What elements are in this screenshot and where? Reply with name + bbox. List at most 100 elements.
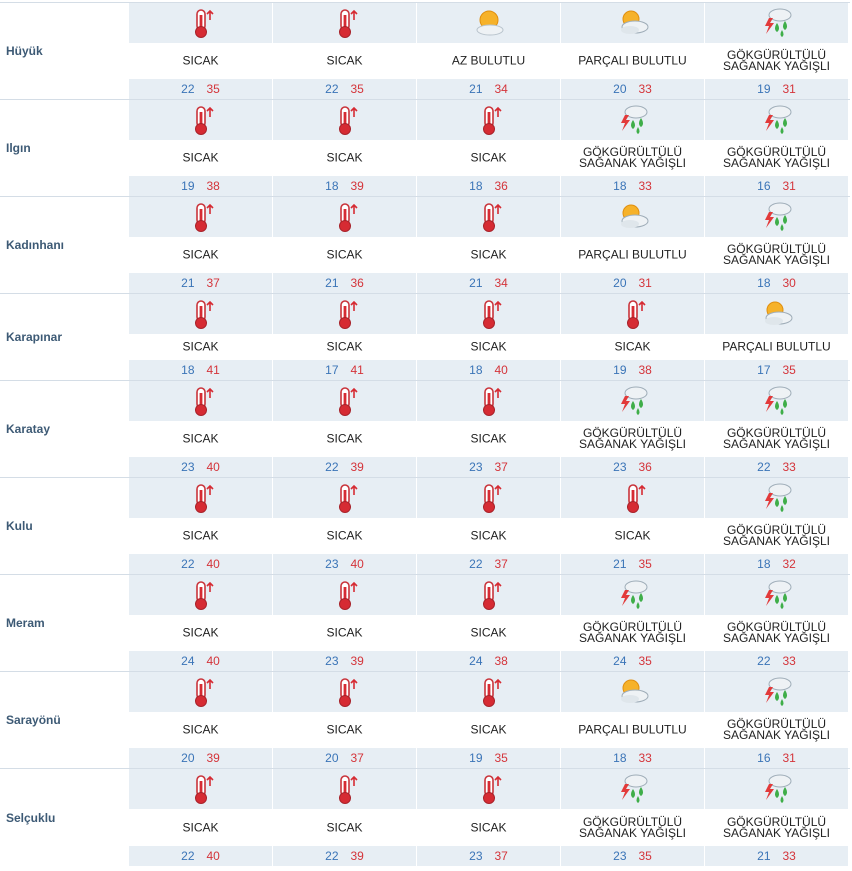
- temperature-band: 24 35: [561, 651, 704, 671]
- min-temperature: 17: [757, 363, 771, 377]
- icon-band: [417, 100, 560, 140]
- min-temperature: 20: [181, 751, 195, 765]
- thermometer-hot-icon: [472, 297, 506, 331]
- condition-label: SICAK: [470, 820, 507, 834]
- city-name-cell: Kadınhanı: [0, 197, 127, 293]
- city-name[interactable]: Sarayönü: [6, 713, 61, 727]
- min-temperature: 22: [325, 460, 339, 474]
- max-temperature: 35: [782, 363, 796, 377]
- forecast-day-cell: SICAK 23 40: [128, 381, 272, 477]
- icon-band: [129, 294, 272, 334]
- min-temperature: 23: [325, 557, 339, 571]
- icon-band: [561, 294, 704, 334]
- max-temperature: 33: [638, 751, 652, 765]
- condition-label: AZ BULUTLU: [451, 53, 526, 68]
- city-name[interactable]: Selçuklu: [6, 810, 56, 825]
- condition-band: PARÇALI BULUTLU: [561, 237, 704, 273]
- forecast-day-cell: SICAK 23 37: [416, 381, 560, 477]
- city-name[interactable]: Ilgın: [6, 141, 31, 155]
- max-temperature: 37: [494, 557, 508, 571]
- condition-label: SICAK: [182, 53, 219, 68]
- icon-band: [705, 3, 848, 43]
- condition-label: GÖKGÜRÜLTÜLÜ SAĞANAK YAĞIŞLI: [579, 145, 686, 170]
- thermometer-hot-icon: [184, 384, 218, 418]
- city-name[interactable]: Meram: [6, 616, 45, 630]
- condition-label: GÖKGÜRÜLTÜLÜ SAĞANAK YAĞIŞLI: [579, 620, 686, 645]
- condition-band: GÖKGÜRÜLTÜLÜ SAĞANAK YAĞIŞLI: [561, 140, 704, 176]
- temperature-band: 17 41: [273, 360, 416, 380]
- max-temperature: 35: [638, 557, 652, 571]
- forecast-day-cell: SICAK 20 37: [272, 672, 416, 768]
- icon-band: [129, 197, 272, 237]
- sun-cloud-icon: [472, 6, 506, 40]
- thermometer-hot-icon: [184, 200, 218, 234]
- max-temperature: 36: [350, 276, 364, 290]
- max-temperature: 40: [206, 460, 220, 474]
- partly-cloudy-icon: [616, 6, 650, 40]
- city-name[interactable]: Karatay: [6, 422, 51, 436]
- condition-label: SICAK: [470, 247, 507, 262]
- condition-band: SICAK: [129, 615, 272, 651]
- forecast-day-cell: SICAK 24 38: [416, 575, 560, 671]
- forecast-day-cell: GÖKGÜRÜLTÜLÜ SAĞANAK YAĞIŞLI 22 33: [704, 575, 848, 671]
- condition-band: SICAK: [129, 518, 272, 554]
- condition-label: SICAK: [326, 528, 363, 543]
- forecast-day-cell: SICAK 19 38: [560, 294, 704, 380]
- condition-label: PARÇALI BULUTLU: [578, 53, 687, 68]
- forecast-day-cell: GÖKGÜRÜLTÜLÜ SAĞANAK YAĞIŞLI 18 30: [704, 197, 848, 293]
- temperature-band: 17 35: [705, 360, 848, 380]
- forecast-day-cell: AZ BULUTLU 21 34: [416, 3, 560, 99]
- condition-band: GÖKGÜRÜLTÜLÜ SAĞANAK YAĞIŞLI: [561, 809, 704, 846]
- forecast-day-cell: SICAK 22 35: [128, 3, 272, 99]
- condition-label: SICAK: [182, 339, 219, 354]
- icon-band: [129, 769, 272, 809]
- forecast-day-cell: SICAK 22 40: [128, 769, 272, 866]
- city-name-cell: Karapınar: [0, 294, 127, 380]
- min-temperature: 21: [325, 276, 339, 290]
- temperature-band: 19 31: [705, 79, 848, 99]
- icon-band: [129, 575, 272, 615]
- forecast-day-cell: SICAK 18 40: [416, 294, 560, 380]
- city-name[interactable]: Hüyük: [6, 44, 43, 58]
- forecast-day-cell: GÖKGÜRÜLTÜLÜ SAĞANAK YAĞIŞLI 16 31: [704, 672, 848, 768]
- thermometer-hot-icon: [328, 6, 362, 40]
- condition-band: SICAK: [417, 615, 560, 651]
- icon-band: [273, 575, 416, 615]
- condition-band: SICAK: [417, 334, 560, 360]
- forecast-day-cell: SICAK 18 39: [272, 100, 416, 196]
- city-row: Kulu SICAK 22 40 SICAK 23 40 SICAK 22 37 SICAK 21 35…: [0, 477, 850, 574]
- icon-band: [561, 478, 704, 518]
- min-temperature: 22: [757, 460, 771, 474]
- temperature-band: 22 33: [705, 457, 848, 477]
- forecast-day-cell: SICAK 23 39: [272, 575, 416, 671]
- max-temperature: 39: [350, 179, 364, 193]
- icon-band: [273, 381, 416, 421]
- thunderstorm-rain-icon: [760, 103, 794, 137]
- temperature-band: 23 40: [273, 554, 416, 574]
- min-temperature: 22: [181, 557, 195, 571]
- min-temperature: 24: [181, 654, 195, 668]
- city-name[interactable]: Kadınhanı: [6, 238, 65, 252]
- city-name[interactable]: Kulu: [6, 519, 33, 533]
- city-name-cell: Sarayönü: [0, 672, 127, 768]
- condition-label: SICAK: [326, 150, 363, 165]
- icon-band: [705, 381, 848, 421]
- condition-band: SICAK: [273, 421, 416, 457]
- condition-label: SICAK: [614, 339, 651, 354]
- icon-band: [273, 478, 416, 518]
- condition-band: GÖKGÜRÜLTÜLÜ SAĞANAK YAĞIŞLI: [705, 809, 848, 846]
- thunderstorm-rain-icon: [616, 578, 650, 612]
- forecast-day-cell: GÖKGÜRÜLTÜLÜ SAĞANAK YAĞIŞLI 23 35: [560, 769, 704, 866]
- min-temperature: 21: [469, 82, 483, 96]
- city-name-cell: Hüyük: [0, 3, 127, 99]
- city-name[interactable]: Karapınar: [6, 330, 63, 344]
- temperature-band: 21 33: [705, 846, 848, 866]
- max-temperature: 31: [782, 751, 796, 765]
- forecast-day-cell: SICAK 23 37: [416, 769, 560, 866]
- city-name-cell: Meram: [0, 575, 127, 671]
- partly-cloudy-icon: [616, 675, 650, 709]
- max-temperature: 40: [206, 654, 220, 668]
- city-row: Hüyük SICAK 22 35 SICAK 22 35 AZ BULUTLU 21 34 PAR…: [0, 2, 850, 99]
- condition-label: SICAK: [470, 339, 507, 354]
- min-temperature: 23: [469, 849, 483, 863]
